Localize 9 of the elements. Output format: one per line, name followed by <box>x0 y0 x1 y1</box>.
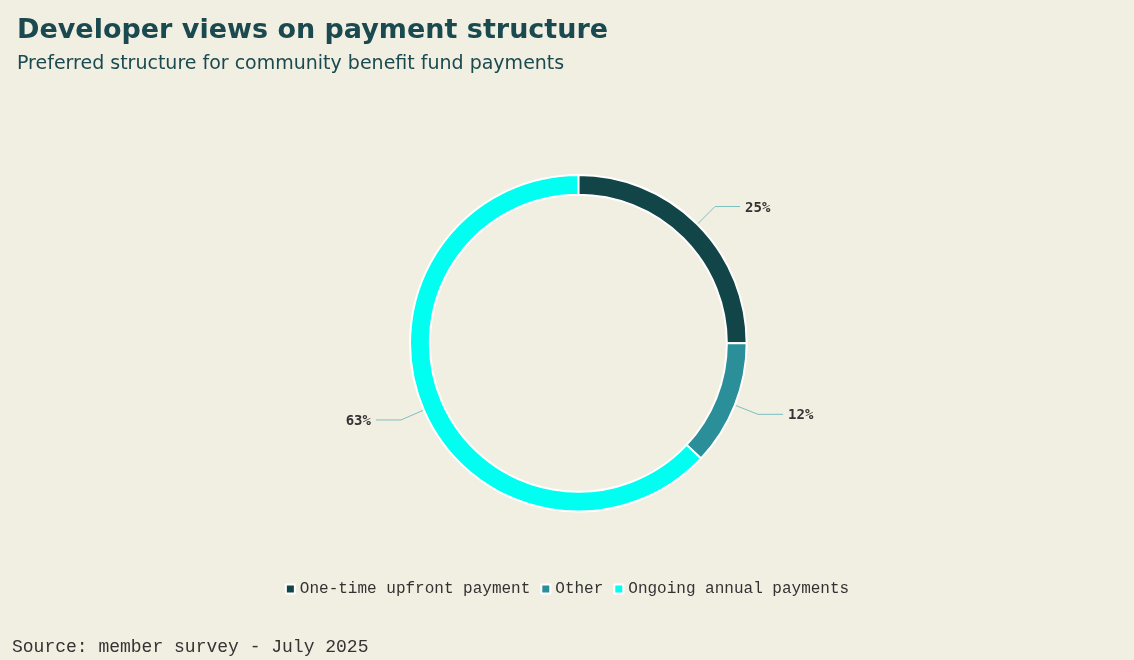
data-label: 25% <box>745 198 771 215</box>
chart-title: Developer views on payment structure <box>17 13 609 44</box>
legend-label: Other <box>555 580 604 598</box>
data-label: 63% <box>345 411 372 428</box>
data-label: 12% <box>788 406 814 423</box>
legend-label: Ongoing annual payments <box>628 580 850 598</box>
legend-label: One-time upfront payment <box>299 580 531 598</box>
source-note: Source: member survey - July 2025 <box>12 637 369 657</box>
chart-subtitle: Preferred structure for community benefit fund payments <box>17 50 565 73</box>
